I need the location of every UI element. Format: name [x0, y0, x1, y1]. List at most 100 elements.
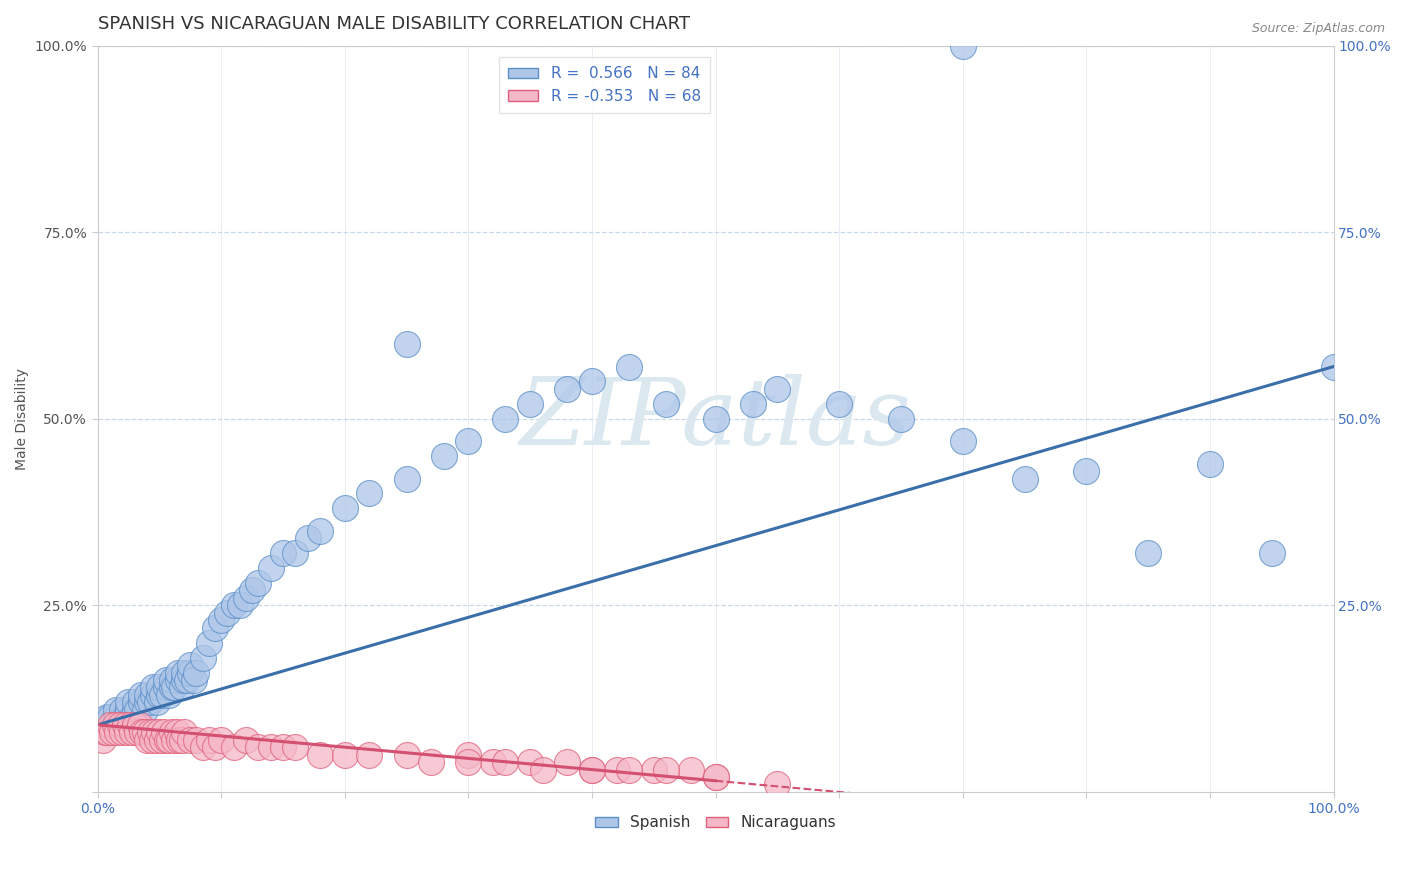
Point [643, 763, 665, 777]
Point [297, 531, 319, 545]
Point [191, 740, 214, 755]
Point [153, 725, 176, 739]
Point [359, 486, 381, 500]
Point [679, 763, 702, 777]
Point [204, 740, 226, 755]
Point [704, 770, 727, 784]
Point [157, 732, 180, 747]
Point [94, 725, 117, 739]
Point [284, 740, 307, 755]
Point [581, 763, 603, 777]
Point [1322, 359, 1344, 374]
Point [117, 695, 139, 709]
Point [494, 755, 516, 769]
Point [124, 695, 146, 709]
Point [704, 412, 727, 426]
Point [121, 710, 143, 724]
Point [433, 449, 456, 463]
Point [108, 718, 131, 732]
Point [204, 621, 226, 635]
Point [179, 665, 201, 680]
Point [191, 650, 214, 665]
Point [655, 397, 678, 411]
Point [124, 703, 146, 717]
Point [494, 412, 516, 426]
Point [170, 681, 193, 695]
Point [519, 397, 541, 411]
Point [124, 718, 146, 732]
Point [173, 673, 195, 687]
Point [129, 695, 152, 709]
Point [134, 703, 156, 717]
Point [176, 673, 198, 687]
Point [581, 763, 603, 777]
Point [617, 763, 640, 777]
Point [170, 732, 193, 747]
Point [160, 725, 183, 739]
Point [101, 718, 124, 732]
Point [1199, 457, 1222, 471]
Point [105, 710, 128, 724]
Point [198, 636, 221, 650]
Point [146, 732, 169, 747]
Text: ZIPatlas: ZIPatlas [520, 374, 911, 464]
Point [157, 688, 180, 702]
Point [1137, 546, 1160, 560]
Point [146, 695, 169, 709]
Point [127, 703, 149, 717]
Legend: Spanish, Nicaraguans: Spanish, Nicaraguans [589, 809, 842, 837]
Point [606, 763, 628, 777]
Point [114, 710, 136, 724]
Point [271, 740, 294, 755]
Point [617, 359, 640, 374]
Point [741, 397, 763, 411]
Point [148, 688, 170, 702]
Point [952, 38, 974, 53]
Point [129, 688, 152, 702]
Point [457, 434, 479, 449]
Point [179, 732, 201, 747]
Point [127, 725, 149, 739]
Point [198, 732, 221, 747]
Point [235, 732, 257, 747]
Y-axis label: Male Disability: Male Disability [15, 368, 30, 470]
Point [217, 606, 239, 620]
Point [136, 732, 159, 747]
Point [482, 755, 505, 769]
Point [247, 576, 270, 591]
Point [766, 382, 789, 396]
Text: Source: ZipAtlas.com: Source: ZipAtlas.com [1251, 22, 1385, 36]
Point [160, 681, 183, 695]
Point [131, 725, 153, 739]
Point [136, 688, 159, 702]
Point [150, 732, 173, 747]
Point [952, 434, 974, 449]
Point [173, 665, 195, 680]
Point [155, 681, 177, 695]
Text: SPANISH VS NICARAGUAN MALE DISABILITY CORRELATION CHART: SPANISH VS NICARAGUAN MALE DISABILITY CO… [97, 15, 689, 33]
Point [555, 755, 578, 769]
Point [271, 546, 294, 560]
Point [229, 599, 252, 613]
Point [457, 755, 479, 769]
Point [138, 695, 160, 709]
Point [247, 740, 270, 755]
Point [333, 747, 356, 762]
Point [167, 732, 190, 747]
Point [156, 732, 179, 747]
Point [555, 382, 578, 396]
Point [186, 732, 208, 747]
Point [134, 725, 156, 739]
Point [93, 718, 115, 732]
Point [148, 681, 170, 695]
Point [704, 770, 727, 784]
Point [104, 718, 127, 732]
Point [1014, 471, 1036, 485]
Point [240, 583, 263, 598]
Point [118, 718, 141, 732]
Point [98, 710, 121, 724]
Point [1260, 546, 1282, 560]
Point [142, 681, 165, 695]
Point [655, 763, 678, 777]
Point [166, 725, 188, 739]
